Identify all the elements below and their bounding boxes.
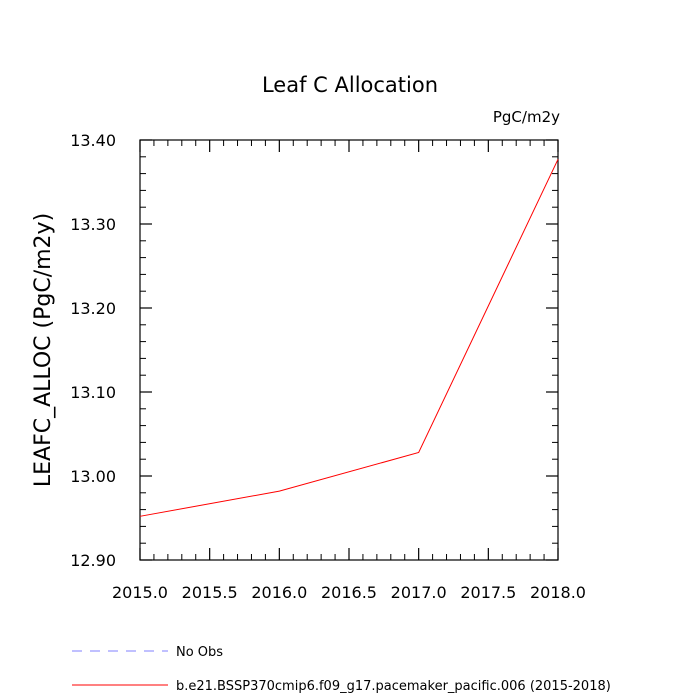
- legend: No Obs b.e21.BSSP370cmip6.f09_g17.pacemak…: [72, 645, 611, 694]
- x-tick-labels: 2015.0 2015.5 2016.0 2016.5 2017.0 2017.5 2018…: [112, 583, 586, 602]
- x-tick-label: 2016.5: [321, 583, 377, 602]
- x-tick-label: 2015.5: [182, 583, 238, 602]
- x-tick-label: 2017.0: [391, 583, 447, 602]
- y-tick-label: 13.20: [70, 299, 116, 318]
- chart-title: Leaf C Allocation: [262, 73, 438, 97]
- legend-label: No Obs: [176, 645, 223, 660]
- series-group: [139, 159, 559, 517]
- y-tick-label: 13.40: [70, 131, 116, 150]
- legend-label: b.e21.BSSP370cmip6.f09_g17.pacemaker_pac…: [176, 679, 611, 694]
- y-axis-label: LEAFC_ALLOC (PgC/m2y): [31, 213, 56, 487]
- y-tick-labels: 12.90 13.00 13.10 13.20 13.30 13.40: [70, 131, 116, 570]
- y-tick-label: 13.10: [70, 383, 116, 402]
- series-line: [139, 159, 559, 517]
- y-tick-label: 13.00: [70, 467, 116, 486]
- units-label: PgC/m2y: [493, 108, 560, 126]
- x-tick-label: 2015.0: [112, 583, 168, 602]
- y-tick-label: 12.90: [70, 551, 116, 570]
- x-tick-label: 2017.5: [460, 583, 516, 602]
- plot-frame: [139, 139, 559, 561]
- axis-ticks: [139, 139, 559, 561]
- y-tick-label: 13.30: [70, 215, 116, 234]
- x-tick-label: 2018.0: [530, 583, 586, 602]
- x-tick-label: 2016.0: [251, 583, 307, 602]
